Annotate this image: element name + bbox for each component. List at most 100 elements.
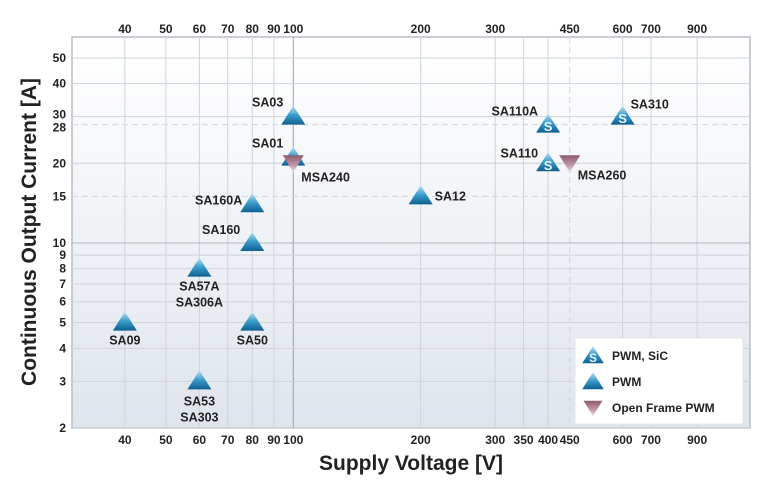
legend-label: PWM, SiC bbox=[612, 349, 668, 363]
data-point: MSA240 bbox=[282, 155, 350, 184]
data-point: S SA310 bbox=[610, 98, 669, 126]
triangle-down-marker bbox=[583, 400, 603, 417]
legend: S PWM, SiC PWM Open Frame PWM bbox=[574, 337, 744, 425]
y-tick-label: 40 bbox=[53, 77, 67, 91]
y-tick-label: 10 bbox=[53, 236, 67, 250]
triangle-up-marker bbox=[610, 105, 635, 125]
y-tick-label: 15 bbox=[53, 189, 67, 203]
triangle-up-marker bbox=[240, 193, 265, 213]
data-points: S SA110A S SA110 S SA310 SA03 SA01 SA160A SA160 SA… bbox=[109, 96, 669, 425]
triangle-down-marker bbox=[282, 155, 304, 173]
x-tick-label-bottom: 900 bbox=[687, 433, 707, 447]
x-tick-label-bottom: 400 bbox=[538, 433, 558, 447]
x-tick-label-top: 40 bbox=[118, 22, 132, 36]
data-point: MSA260 bbox=[559, 155, 626, 182]
x-tick-label-top: 50 bbox=[159, 22, 173, 36]
triangle-up-marker bbox=[240, 231, 265, 251]
x-tick-label-top: 200 bbox=[411, 22, 431, 36]
point-label: SA110A bbox=[492, 105, 539, 119]
point-label: SA12 bbox=[435, 189, 466, 203]
data-point: SA53 SA303 bbox=[180, 370, 219, 424]
data-point: SA12 bbox=[408, 185, 466, 205]
data-point: S SA110 bbox=[501, 146, 561, 173]
y-tick-label: 20 bbox=[53, 156, 67, 170]
legend-label: Open Frame PWM bbox=[612, 401, 715, 415]
grid bbox=[72, 37, 750, 429]
x-tick-label-bottom: 90 bbox=[267, 433, 281, 447]
triangle-up-marker bbox=[112, 311, 137, 331]
legend-item: S PWM, SiC bbox=[582, 346, 668, 365]
x-tick-label-bottom: 300 bbox=[485, 433, 505, 447]
x-tick-label-bottom: 100 bbox=[283, 433, 303, 447]
x-tick-label-top: 80 bbox=[246, 22, 260, 36]
x-tick-label-bottom: 700 bbox=[641, 433, 661, 447]
triangle-up-marker bbox=[536, 113, 561, 133]
point-label: SA160 bbox=[202, 223, 240, 237]
point-label: MSA260 bbox=[578, 168, 627, 182]
x-tick-label-top: 60 bbox=[193, 22, 207, 36]
y-tick-label: 6 bbox=[59, 295, 66, 309]
triangle-up-marker bbox=[187, 370, 212, 390]
y-tick-label: 9 bbox=[59, 248, 66, 262]
point-label: SA09 bbox=[109, 334, 140, 348]
data-point: SA57A SA306A bbox=[176, 257, 223, 310]
y-tick-label: 3 bbox=[59, 374, 66, 388]
y-tick-label: 30 bbox=[53, 108, 67, 122]
x-tick-label-bottom: 600 bbox=[613, 433, 633, 447]
x-tick-label-top: 700 bbox=[641, 22, 661, 36]
x-tick-label-bottom: 40 bbox=[118, 433, 132, 447]
point-label: SA53 SA303 bbox=[180, 394, 218, 424]
sic-s-icon: S bbox=[618, 111, 627, 126]
sic-s-icon: S bbox=[544, 158, 553, 173]
triangle-up-marker bbox=[281, 105, 306, 125]
legend-item: PWM bbox=[582, 372, 641, 390]
x-tick-label-top: 600 bbox=[613, 22, 633, 36]
data-point: SA09 bbox=[109, 311, 141, 348]
y-tick-label: 8 bbox=[59, 262, 66, 276]
legend-item: Open Frame PWM bbox=[583, 400, 715, 417]
point-label: SA310 bbox=[631, 98, 669, 112]
legend-label: PWM bbox=[612, 375, 641, 389]
x-tick-label-top: 300 bbox=[485, 22, 505, 36]
triangle-up-marker bbox=[536, 152, 561, 172]
legend-box bbox=[574, 337, 744, 425]
x-tick-label-top: 90 bbox=[267, 22, 281, 36]
x-tick-label-bottom: 450 bbox=[560, 433, 580, 447]
y-tick-label: 28 bbox=[53, 121, 67, 135]
x-tick-label-top: 900 bbox=[687, 22, 707, 36]
data-point: SA160A bbox=[195, 193, 265, 213]
point-label: SA50 bbox=[237, 334, 268, 348]
point-label: SA03 bbox=[252, 96, 283, 110]
y-tick-label: 5 bbox=[59, 316, 66, 330]
x-tick-label-bottom: 80 bbox=[246, 433, 260, 447]
x-tick-label-top: 100 bbox=[283, 22, 303, 36]
x-tick-label-top: 450 bbox=[560, 22, 580, 36]
triangle-up-marker bbox=[582, 346, 604, 364]
x-tick-label-bottom: 70 bbox=[221, 433, 235, 447]
data-point: SA50 bbox=[237, 311, 268, 348]
sic-s-icon: S bbox=[544, 119, 553, 134]
sic-s-icon: S bbox=[589, 352, 597, 365]
y-tick-label: 50 bbox=[53, 51, 67, 65]
data-point: SA160 bbox=[202, 223, 265, 251]
triangle-down-marker bbox=[559, 155, 581, 173]
x-tick-label-bottom: 50 bbox=[159, 433, 173, 447]
y-tick-label: 7 bbox=[59, 277, 66, 291]
point-label: SA160A bbox=[195, 193, 242, 207]
triangle-up-marker bbox=[408, 185, 433, 205]
triangle-up-marker bbox=[187, 257, 212, 277]
x-tick-label-bottom: 200 bbox=[411, 433, 431, 447]
x-tick-label-bottom: 350 bbox=[514, 433, 534, 447]
y-axis-label: Continuous Output Current [A] bbox=[18, 78, 41, 386]
point-label: SA57A SA306A bbox=[176, 280, 223, 310]
triangle-up-marker bbox=[582, 372, 604, 390]
x-tick-label-bottom: 60 bbox=[193, 433, 207, 447]
x-tick-label-top: 70 bbox=[221, 22, 235, 36]
point-label: SA01 bbox=[252, 137, 283, 151]
point-label: SA110 bbox=[501, 146, 539, 160]
data-point: S SA110A bbox=[492, 105, 561, 134]
y-tick-label: 4 bbox=[59, 341, 66, 355]
data-point: SA03 bbox=[252, 96, 306, 125]
